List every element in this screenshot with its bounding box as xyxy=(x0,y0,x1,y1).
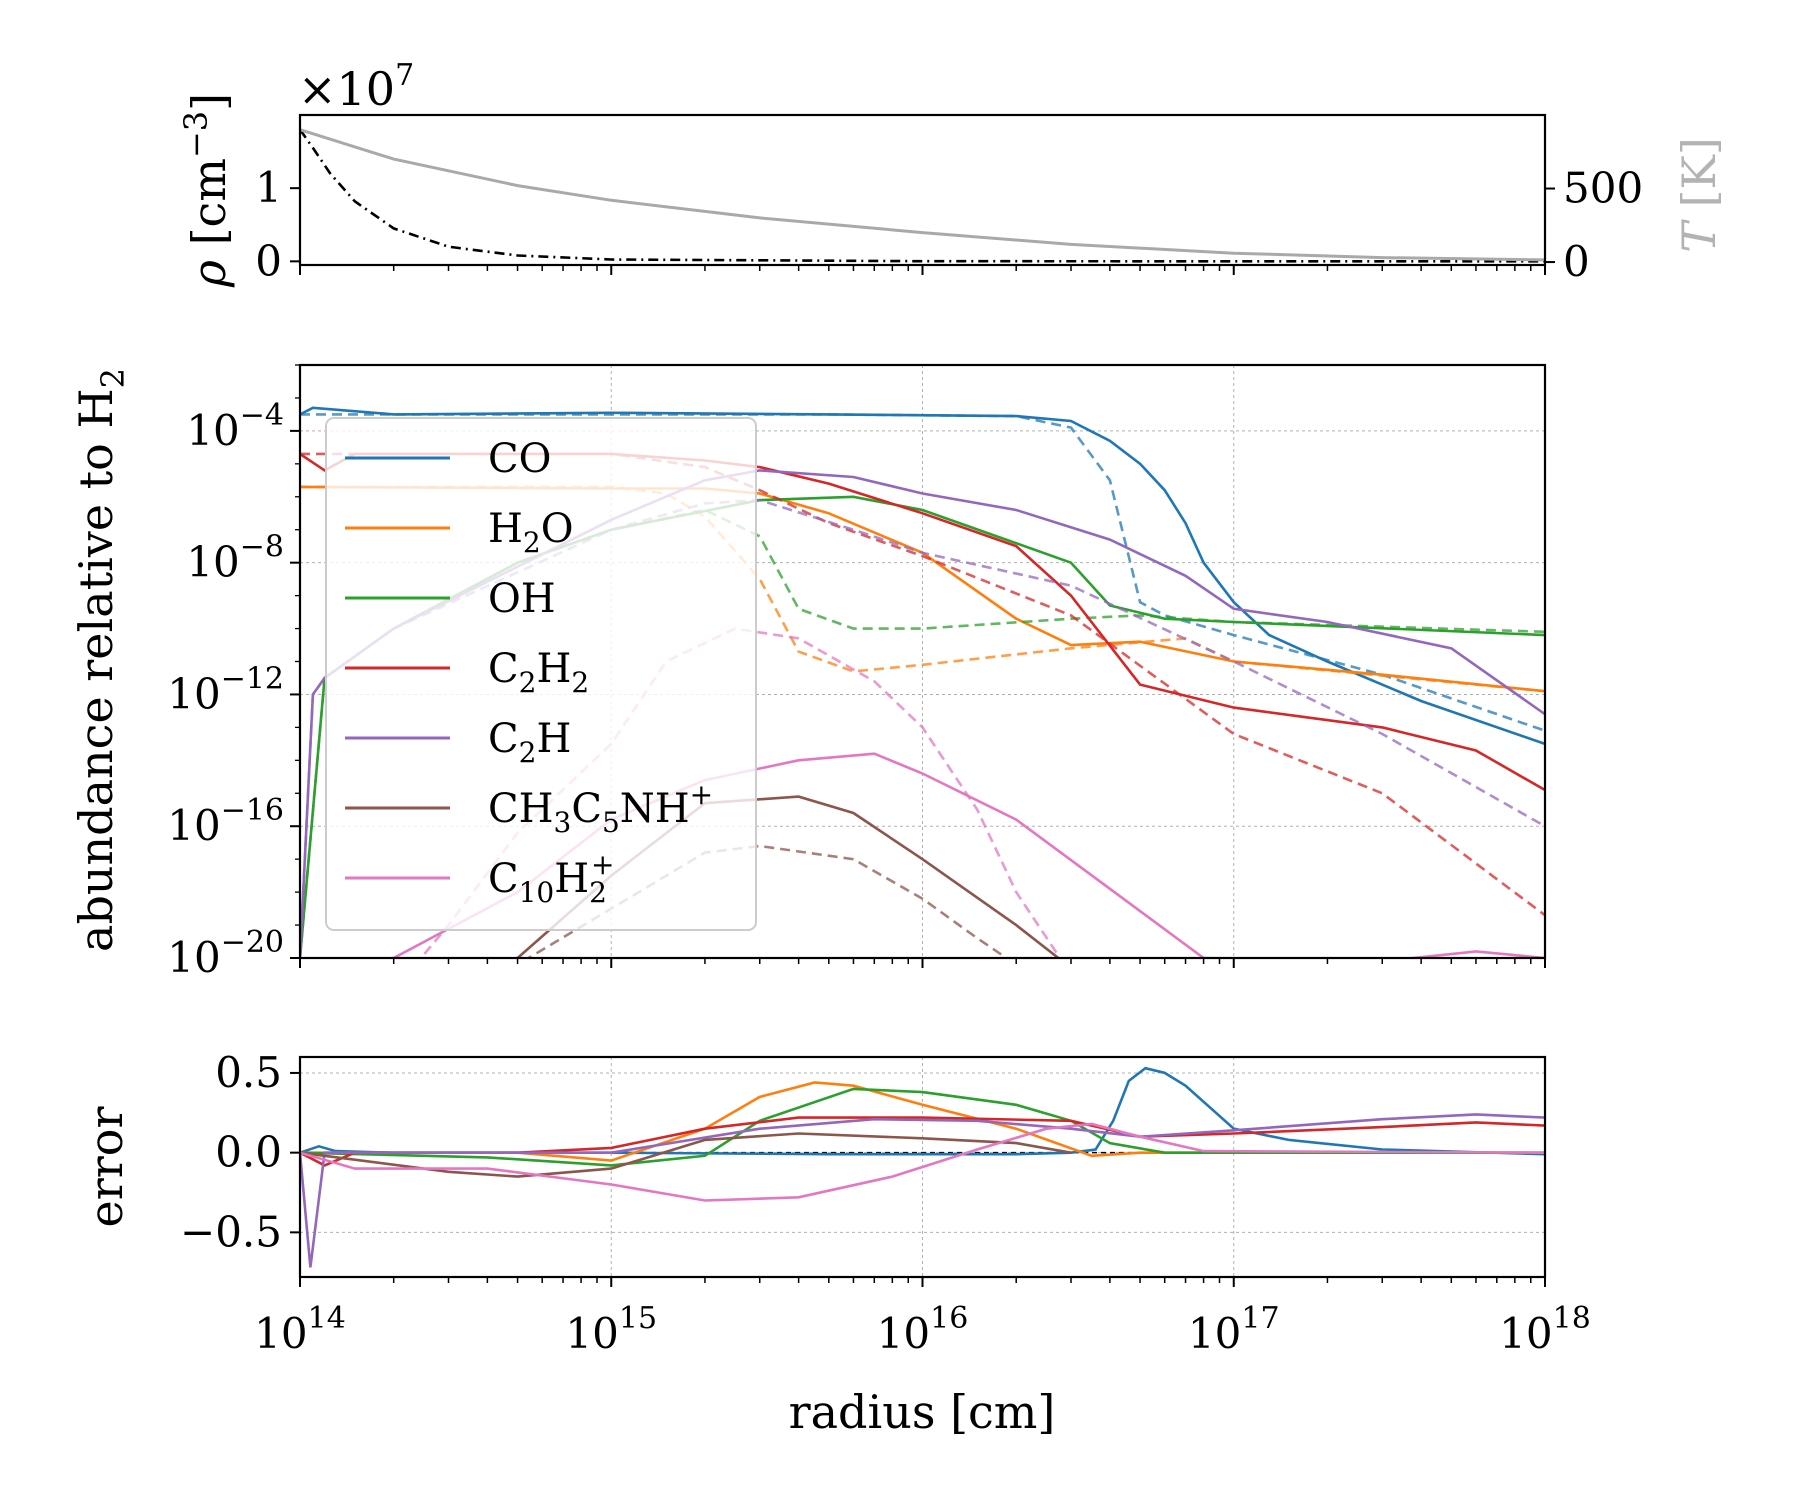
y-tick-label: 0.5 xyxy=(215,1048,282,1097)
series-line-temperature xyxy=(300,128,1545,262)
legend-label-C2H2: C2H2 xyxy=(488,646,589,699)
legend-label-C10H2+: C10H2+ xyxy=(488,848,614,909)
legend-label-C2H: C2H xyxy=(488,716,571,769)
y-tick-label: 0.0 xyxy=(215,1128,282,1177)
x-tick-label: 1015 xyxy=(565,1301,657,1358)
error-line-C10H2+ xyxy=(300,1122,1545,1202)
series-dashed-C2H xyxy=(300,498,1545,958)
y-tick-label: −0.5 xyxy=(180,1207,282,1256)
error-line-H2O xyxy=(300,1081,1545,1162)
legend-label-CO: CO xyxy=(488,436,551,482)
middle-ylabel: abundance relative to H2 xyxy=(69,368,132,952)
error-line-OH xyxy=(300,1087,1545,1167)
legend: CO H2O OH C2H2 C2H CH3C5NH+ C10H2+ xyxy=(325,417,757,931)
top-right-y-tick-label: 0 xyxy=(1563,237,1590,286)
x-axis-label: radius [cm] xyxy=(789,1385,1056,1439)
x-tick-label: 1018 xyxy=(1499,1301,1591,1358)
panel-density-temperature: 0 1 0 500 ×107 ρ [cm−3] T [K] xyxy=(177,58,1726,288)
legend-label-CH3C5NH+: CH3C5NH+ xyxy=(488,778,713,839)
x-tick-label: 1016 xyxy=(877,1301,969,1358)
top-right-ylabel: T [K] xyxy=(1672,137,1726,253)
y-tick-label: 10−12 xyxy=(167,661,284,718)
bottom-ylabel: error xyxy=(79,1107,133,1228)
panel-error: 1014 1015 1016 1017 1018 0.5 0.0 −0.5 error ra… xyxy=(79,1048,1591,1439)
legend-box xyxy=(325,417,757,931)
top-right-y-tick-label: 500 xyxy=(1563,164,1643,213)
y-tick-label: 10−8 xyxy=(186,530,284,587)
series-dashed-CH3C5NH+ xyxy=(526,844,1009,958)
legend-label-OH: OH xyxy=(488,576,556,622)
y-tick-label: 10−4 xyxy=(186,398,284,455)
series-solid-CO xyxy=(300,406,1545,746)
top-offset-text: ×107 xyxy=(298,58,414,116)
error-line-C2H xyxy=(300,1113,1545,1268)
panel-abundance: 10−4 10−8 10−12 10−16 10−20 abundance relati… xyxy=(69,363,1547,982)
top-left-y-tick-label: 1 xyxy=(255,163,282,212)
x-tick-label: 1017 xyxy=(1188,1301,1280,1358)
x-tick-label: 1014 xyxy=(254,1301,346,1358)
error-line-CH3C5NH+ xyxy=(300,1132,1072,1178)
legend-label-H2O: H2O xyxy=(488,506,574,559)
y-tick-label: 10−20 xyxy=(167,925,284,982)
y-tick-label: 10−16 xyxy=(167,793,284,850)
top-left-ylabel: ρ [cm−3] xyxy=(177,93,236,288)
series-line-density xyxy=(300,128,1545,263)
top-left-y-tick-label: 0 xyxy=(255,236,282,285)
